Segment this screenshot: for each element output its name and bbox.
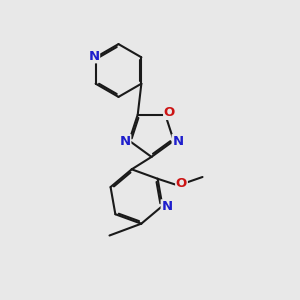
Text: N: N xyxy=(119,135,130,148)
Text: N: N xyxy=(88,50,99,63)
Text: N: N xyxy=(161,200,172,213)
Text: N: N xyxy=(172,135,184,148)
Text: O: O xyxy=(176,177,187,190)
Text: O: O xyxy=(164,106,175,119)
